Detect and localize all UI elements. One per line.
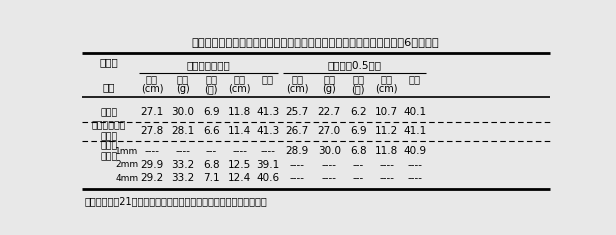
Text: ----: ---- <box>322 173 337 183</box>
Text: 株重: 株重 <box>177 74 188 84</box>
Text: 10.7: 10.7 <box>375 107 398 117</box>
Text: 葉色: 葉色 <box>262 74 274 84</box>
Text: ----: ---- <box>379 160 394 170</box>
Text: ---: --- <box>206 146 217 156</box>
Text: 40.6: 40.6 <box>256 173 279 183</box>
Text: 27.1: 27.1 <box>140 107 164 117</box>
Text: (cm): (cm) <box>286 84 309 94</box>
Text: ロックウール
粒状綿: ロックウール 粒状綿 <box>92 121 126 141</box>
Text: 22.7: 22.7 <box>318 107 341 117</box>
Text: 草丈: 草丈 <box>146 74 158 84</box>
Text: 29.9: 29.9 <box>140 160 164 170</box>
Text: 葉幅: 葉幅 <box>233 74 246 84</box>
Text: 培地の: 培地の <box>100 57 118 67</box>
Text: 6.6: 6.6 <box>203 126 219 136</box>
Text: 26.7: 26.7 <box>286 126 309 136</box>
Text: (cm): (cm) <box>229 84 251 94</box>
Text: 表２　培地資材と培養液濃度の違いがコマツナの生育に及ぼす影響（6月播種）: 表２ 培地資材と培養液濃度の違いがコマツナの生育に及ぼす影響（6月播種） <box>192 37 440 47</box>
Text: 養液濃度１単位: 養液濃度１単位 <box>187 60 230 70</box>
Text: 11.8: 11.8 <box>375 146 398 156</box>
Text: 28.9: 28.9 <box>286 146 309 156</box>
Text: 葉色: 葉色 <box>408 74 421 84</box>
Text: 葉数: 葉数 <box>205 74 217 84</box>
Text: ---: --- <box>352 173 364 183</box>
Text: (cm): (cm) <box>375 84 398 94</box>
Text: 33.2: 33.2 <box>171 173 194 183</box>
Text: 30.0: 30.0 <box>318 146 341 156</box>
Text: 29.2: 29.2 <box>140 173 164 183</box>
Text: 41.3: 41.3 <box>256 126 280 136</box>
Text: ----: ---- <box>290 160 305 170</box>
Text: ----: ---- <box>407 173 422 183</box>
Text: 株重: 株重 <box>323 74 335 84</box>
Text: 27.8: 27.8 <box>140 126 164 136</box>
Text: 1mm: 1mm <box>115 147 139 156</box>
Text: (cm): (cm) <box>140 84 163 94</box>
Text: 40.9: 40.9 <box>403 146 426 156</box>
Text: 12.4: 12.4 <box>228 173 251 183</box>
Text: 6.2: 6.2 <box>350 107 367 117</box>
Text: 40.1: 40.1 <box>403 107 426 117</box>
Text: (g): (g) <box>322 84 336 94</box>
Text: 注）播種より21日間の栽培で収穫。葉色はミノルタ葉緑素計数値。: 注）播種より21日間の栽培で収穫。葉色はミノルタ葉緑素計数値。 <box>84 196 267 206</box>
Text: ----: ---- <box>379 173 394 183</box>
Text: 12.5: 12.5 <box>228 160 251 170</box>
Text: ----: ---- <box>232 146 247 156</box>
Text: ----: ---- <box>290 173 305 183</box>
Text: 4mm: 4mm <box>115 174 138 183</box>
Text: ----: ---- <box>407 160 422 170</box>
Text: 6.9: 6.9 <box>203 107 219 117</box>
Text: 養液濃度0.5単位: 養液濃度0.5単位 <box>327 60 381 70</box>
Text: 種類: 種類 <box>103 82 115 92</box>
Text: 41.1: 41.1 <box>403 126 426 136</box>
Text: 33.2: 33.2 <box>171 160 194 170</box>
Text: 11.8: 11.8 <box>228 107 251 117</box>
Text: 草丈: 草丈 <box>291 74 303 84</box>
Text: 39.1: 39.1 <box>256 160 280 170</box>
Text: 葉数: 葉数 <box>352 74 364 84</box>
Text: ----: ---- <box>144 146 160 156</box>
Text: セラミ
ック粒: セラミ ック粒 <box>100 141 118 161</box>
Text: 11.2: 11.2 <box>375 126 398 136</box>
Text: ----: ---- <box>260 146 275 156</box>
Text: 30.0: 30.0 <box>171 107 194 117</box>
Text: 28.1: 28.1 <box>171 126 194 136</box>
Text: 2mm: 2mm <box>115 160 138 169</box>
Text: 6.8: 6.8 <box>203 160 219 170</box>
Text: ---: --- <box>352 160 364 170</box>
Text: 葉幅: 葉幅 <box>381 74 392 84</box>
Text: 6.9: 6.9 <box>350 126 367 136</box>
Text: (g): (g) <box>176 84 190 94</box>
Text: (枚): (枚) <box>205 84 218 94</box>
Text: 41.3: 41.3 <box>256 107 280 117</box>
Text: 6.8: 6.8 <box>350 146 367 156</box>
Text: (枚): (枚) <box>352 84 365 94</box>
Text: 7.1: 7.1 <box>203 173 219 183</box>
Text: 軽　石: 軽 石 <box>100 108 118 117</box>
Text: 27.0: 27.0 <box>318 126 341 136</box>
Text: ----: ---- <box>175 146 190 156</box>
Text: 25.7: 25.7 <box>286 107 309 117</box>
Text: 11.4: 11.4 <box>228 126 251 136</box>
Text: ----: ---- <box>322 160 337 170</box>
